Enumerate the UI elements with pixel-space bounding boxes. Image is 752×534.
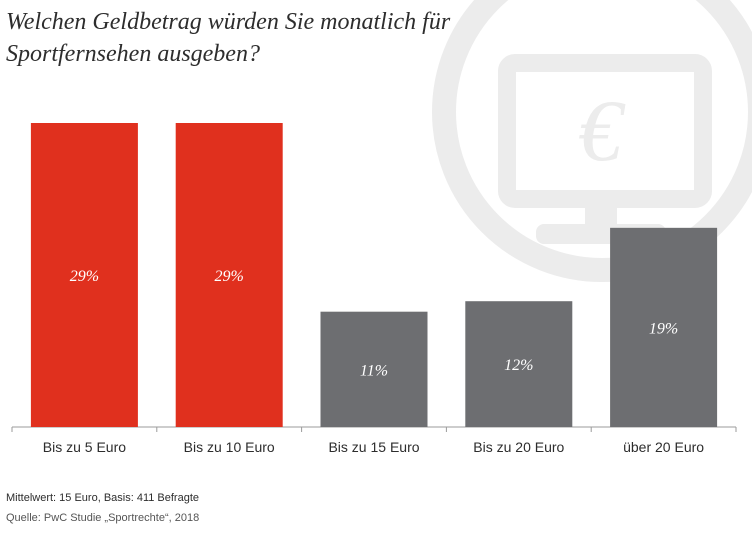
bar	[320, 311, 428, 427]
bar-value-label: 29%	[215, 268, 244, 285]
x-axis	[11, 426, 737, 432]
bar	[610, 227, 718, 427]
watermark-ring	[432, 0, 752, 282]
chart-title: Welchen Geldbetrag würden Sie monatlich …	[6, 6, 566, 70]
x-tick-label: über 20 Euro	[623, 439, 704, 455]
bar	[465, 301, 573, 427]
x-tick-label: Bis zu 20 Euro	[473, 439, 564, 455]
source-note: Quelle: PwC Studie „Sportrechte“, 2018	[6, 512, 200, 524]
category-labels: Bis zu 5 Euro Bis zu 10 Euro Bis zu 15 Eur…	[43, 439, 705, 455]
bar	[175, 123, 283, 427]
bars	[30, 123, 718, 427]
bar	[30, 123, 138, 427]
bar-value-label: 12%	[504, 357, 533, 374]
bar-value-label: 29%	[70, 268, 99, 285]
watermark-euro-sign: €	[578, 83, 626, 180]
watermark-monitor-screen	[498, 54, 712, 208]
value-labels: 29% 29% 11% 12% 19%	[70, 268, 679, 379]
chart-title-line-1: Welchen Geldbetrag würden Sie monatlich …	[6, 9, 451, 35]
chart-title-line-2: Sportfernsehen ausgeben?	[6, 41, 260, 67]
bar-value-label: 19%	[649, 320, 678, 337]
x-tick-label: Bis zu 10 Euro	[184, 439, 275, 455]
x-tick-label: Bis zu 5 Euro	[43, 439, 126, 455]
x-tick-label: Bis zu 15 Euro	[328, 439, 419, 455]
footnote: Mittelwert: 15 Euro, Basis: 411 Befragte	[6, 492, 199, 504]
bar-value-label: 11%	[360, 362, 388, 379]
watermark-monitor-stand	[585, 206, 617, 224]
